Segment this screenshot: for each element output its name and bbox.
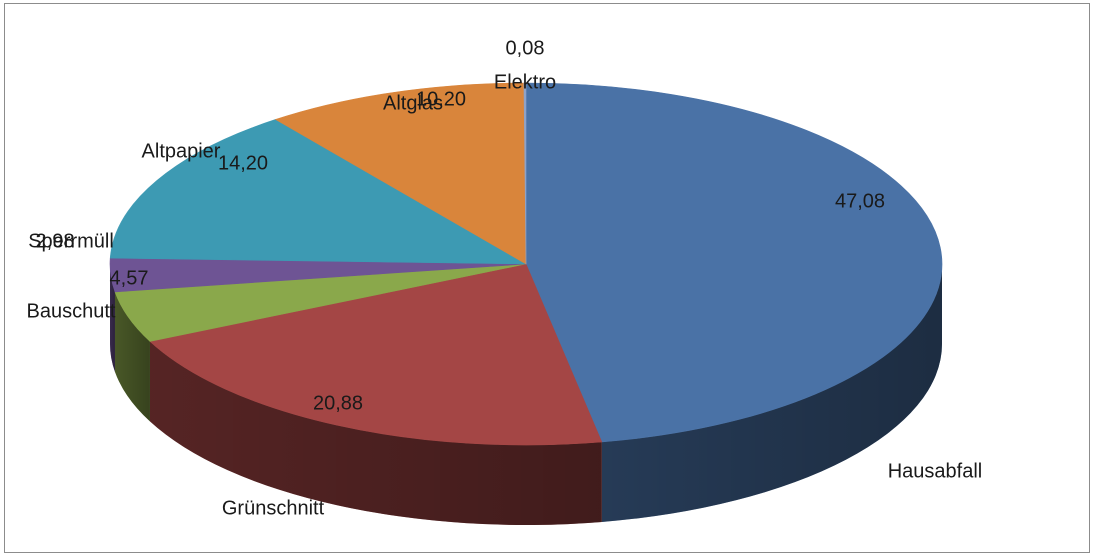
pie-side-gradient-hausabfall: [601, 264, 942, 522]
pie-side-bauschutt: [114, 291, 150, 422]
pie-side-gruenschnitt: [149, 341, 602, 526]
pie-side-gradient-gruenschnitt: [149, 341, 602, 526]
pie-side-sperrmuell: [110, 264, 115, 372]
data-label-category-sperrmuell: Sperrmüll: [28, 230, 114, 252]
pie-side-gradient-sperrmuell: [110, 264, 115, 372]
data-label-value-hausabfall: 47,08: [835, 190, 885, 212]
pie-side-hausabfall: [601, 264, 942, 522]
data-label-value-elektro: 0,08: [506, 37, 545, 59]
pie-labels: 47,08 Hausabfall 20,88 Grünschnitt 4,57 Bausc…: [27, 37, 983, 519]
data-label-category-hausabfall: Hausabfall: [888, 460, 983, 482]
pie-slice-altglas: [274, 82, 527, 265]
data-label-value-gruenschnitt: 20,88: [313, 392, 363, 414]
data-label-category-gruenschnitt: Grünschnitt: [222, 497, 325, 519]
pie-slices: [109, 82, 943, 446]
data-label-category-altglas: Altglas: [383, 92, 443, 114]
pie-slice-hausabfall: [525, 82, 943, 443]
data-label-value-bauschutt: 4,57: [110, 267, 149, 289]
pie-slice-altpapier: [109, 119, 528, 265]
data-label-category-bauschutt: Bauschutt: [27, 300, 116, 322]
pie-slice-elektro: [523, 82, 527, 265]
data-label-value-altpapier: 14,20: [218, 152, 268, 174]
pie-side-walls: [110, 264, 942, 526]
pie-slice-gruenschnitt: [149, 263, 603, 446]
data-label-category-altpapier: Altpapier: [142, 140, 221, 162]
pie-side-gradient-bauschutt: [114, 291, 150, 422]
chart-area: 47,08 Hausabfall 20,88 Grünschnitt 4,57 Bausc…: [4, 3, 1090, 553]
data-label-value-sperrmuell: 2,98: [36, 230, 75, 252]
pie-chart: 47,08 Hausabfall 20,88 Grünschnitt 4,57 Bausc…: [27, 37, 983, 526]
data-label-category-elektro: Elektro: [494, 71, 556, 93]
data-label-value-altglas: 10,20: [416, 88, 466, 110]
